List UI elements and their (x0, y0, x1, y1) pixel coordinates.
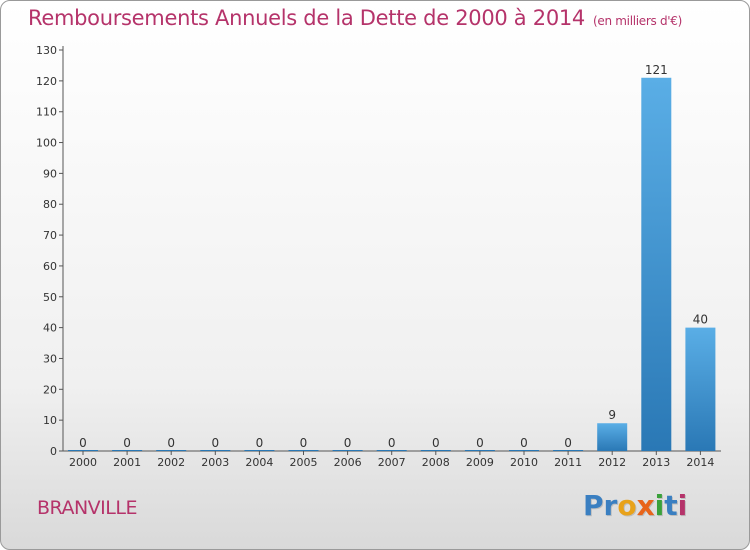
bar (641, 77, 672, 451)
bar-value-label: 121 (645, 63, 668, 77)
x-tick-label: 2001 (113, 456, 141, 469)
x-tick-label: 2007 (378, 456, 406, 469)
bar-value-label: 0 (564, 436, 572, 450)
logo-letter: t (664, 489, 678, 522)
x-tick-label: 2014 (686, 456, 714, 469)
logo-letter: i (677, 489, 688, 522)
logo-letter: i (654, 489, 665, 522)
chart-title: Remboursements Annuels de la Dette de 20… (28, 6, 682, 30)
bar (112, 450, 143, 451)
bar-value-label: 0 (123, 436, 131, 450)
bar (420, 450, 451, 451)
bar-value-label: 0 (256, 436, 264, 450)
logo-letter: o (617, 489, 637, 522)
y-tick-label: 50 (43, 291, 57, 304)
bar (685, 327, 716, 451)
y-tick-label: 90 (43, 167, 57, 180)
bar-value-label: 0 (167, 436, 175, 450)
bar-value-label: 9 (608, 408, 616, 422)
bar (332, 450, 363, 451)
city-name: BRANVILLE (37, 497, 137, 519)
logo-letter: P (583, 489, 604, 522)
chart-title-text: Remboursements Annuels de la Dette de 20… (28, 6, 585, 30)
bar-value-label: 0 (388, 436, 396, 450)
x-tick-label: 2000 (69, 456, 97, 469)
x-tick-label: 2013 (642, 456, 670, 469)
x-tick-label: 2008 (422, 456, 450, 469)
bar (464, 450, 495, 451)
y-tick-label: 30 (43, 352, 57, 365)
bar (200, 450, 231, 451)
x-tick-label: 2010 (510, 456, 538, 469)
bar (597, 423, 628, 451)
x-tick-label: 2012 (598, 456, 626, 469)
x-tick-label: 2006 (334, 456, 362, 469)
y-tick-label: 0 (50, 445, 57, 458)
logo-letter: r (603, 489, 618, 522)
y-tick-label: 10 (43, 414, 57, 427)
y-tick-label: 110 (36, 106, 57, 119)
x-tick-label: 2009 (466, 456, 494, 469)
y-tick-label: 80 (43, 198, 57, 211)
y-tick-label: 130 (36, 44, 57, 57)
x-tick-label: 2005 (290, 456, 318, 469)
x-tick-label: 2003 (201, 456, 229, 469)
bar-value-label: 0 (432, 436, 440, 450)
y-tick-label: 70 (43, 229, 57, 242)
bar-value-label: 0 (79, 436, 87, 450)
bar-value-label: 0 (211, 436, 219, 450)
x-tick-label: 2002 (157, 456, 185, 469)
bar (156, 450, 187, 451)
chart-subtitle: (en milliers d'€) (593, 14, 683, 28)
bar (376, 450, 407, 451)
bar-value-label: 0 (344, 436, 352, 450)
logo-letter: x (636, 489, 655, 522)
bar-value-label: 0 (300, 436, 308, 450)
bar-value-label: 0 (476, 436, 484, 450)
y-tick-label: 20 (43, 383, 57, 396)
bar (509, 450, 539, 451)
bar-value-label: 0 (520, 436, 528, 450)
y-tick-label: 120 (36, 75, 57, 88)
y-tick-label: 40 (43, 322, 57, 335)
bar (553, 450, 584, 451)
proxiti-logo[interactable]: Proxiti (583, 489, 687, 522)
x-tick-label: 2004 (245, 456, 273, 469)
y-tick-label: 100 (36, 137, 57, 150)
bar (244, 450, 275, 451)
y-tick-label: 60 (43, 260, 57, 273)
bar (288, 450, 319, 451)
bar-value-label: 40 (693, 313, 708, 327)
x-tick-label: 2011 (554, 456, 582, 469)
bar (68, 450, 98, 451)
